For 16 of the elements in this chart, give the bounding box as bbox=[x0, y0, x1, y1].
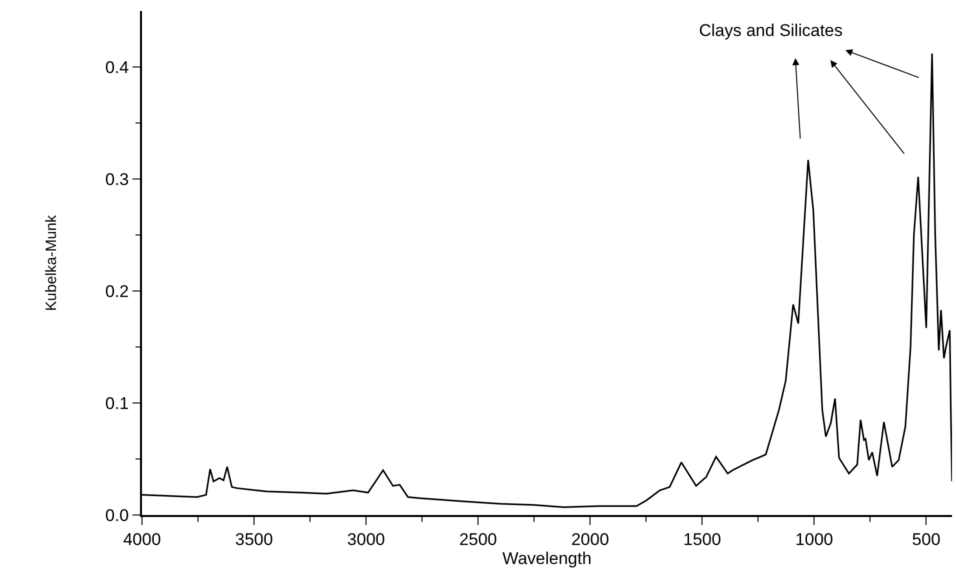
x-tick-label: 3500 bbox=[235, 530, 273, 550]
x-tick-label: 1500 bbox=[683, 530, 722, 550]
annotation: Clays and Silicates bbox=[699, 21, 843, 40]
y-tick-label: 0.3 bbox=[105, 170, 129, 189]
y-tick-label: 0.4 bbox=[105, 58, 129, 77]
x-tick-label: 500 bbox=[912, 530, 940, 550]
x-tick-label: 3000 bbox=[347, 530, 385, 550]
x-tick-label: 4000 bbox=[123, 530, 161, 550]
y-axis-title: Kubelka-Munk bbox=[42, 214, 60, 311]
x-tick-label: 2500 bbox=[459, 530, 498, 550]
y-tick-label: 0.1 bbox=[105, 394, 129, 413]
x-axis-title: Wavelength bbox=[502, 549, 592, 568]
y-tick-label: 0.0 bbox=[105, 506, 129, 525]
y-tick-label: 0.2 bbox=[105, 282, 129, 301]
x-tick-label: 2000 bbox=[571, 530, 610, 550]
x-tick-label: 1000 bbox=[795, 530, 834, 550]
